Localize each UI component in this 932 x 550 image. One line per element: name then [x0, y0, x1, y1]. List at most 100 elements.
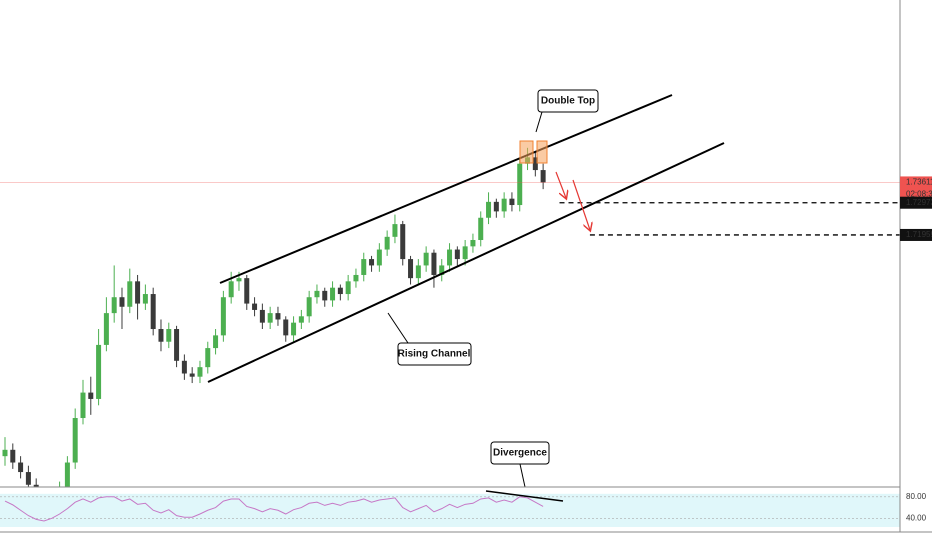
level-tag [900, 228, 932, 241]
callout-pointer [535, 111, 543, 133]
candle-body [236, 278, 242, 282]
countdown-label: 02:08:38 [906, 190, 932, 199]
candle-body [423, 252, 429, 266]
candle-body [111, 297, 117, 314]
candle-body [431, 252, 437, 275]
candle-body [10, 449, 16, 463]
candle-body [213, 335, 219, 349]
candle-body [298, 316, 304, 323]
level-label: 1.72973 [906, 198, 932, 207]
last-price-label: 1.73611 [906, 178, 932, 187]
candle-body [64, 462, 70, 487]
candle-body [314, 290, 320, 298]
candle-body [166, 329, 172, 342]
callout-box [397, 342, 472, 366]
level-tag [900, 196, 932, 209]
candle-body [181, 360, 187, 374]
candle-body [142, 294, 148, 304]
candle-body [189, 373, 195, 377]
arrow [555, 171, 566, 198]
candle-body [259, 309, 265, 323]
candle-body [275, 313, 281, 320]
candle-body [150, 294, 156, 330]
rsi-pane [0, 493, 900, 527]
candle-body [103, 313, 109, 345]
candle-body [267, 313, 273, 323]
candle-body [532, 157, 538, 171]
candle-body [493, 201, 499, 212]
candle-body [400, 224, 406, 260]
callout-box [490, 441, 550, 465]
candle-body [158, 329, 164, 342]
rsi-line [4, 496, 544, 522]
last-price-tag [900, 176, 932, 201]
candle-body [415, 265, 421, 279]
candle-body [205, 348, 211, 368]
callout-pointer [387, 312, 409, 344]
channel-upper [219, 94, 673, 284]
callout-pointer [519, 463, 526, 487]
candle-body [345, 281, 351, 295]
candle-body [454, 249, 460, 260]
candle-body [33, 484, 39, 487]
candle-body [96, 344, 102, 399]
candle-body [80, 392, 86, 419]
axes: 1.73611 02:08:381.72973 1.71959 80.00 40.00 [900, 176, 932, 522]
drawings: Double Top Rising Channel Divergence [207, 89, 725, 487]
divergence-line [485, 490, 564, 502]
candle-body [2, 449, 8, 457]
candle-body [291, 322, 297, 336]
candle-body [439, 265, 445, 275]
candle-body [252, 303, 258, 310]
candle-body [18, 462, 24, 473]
level-label: 1.71959 [906, 230, 932, 239]
candle-body [25, 472, 31, 485]
candle-body [486, 201, 492, 218]
candle-body [384, 236, 390, 250]
plot [0, 147, 900, 487]
channel-lower [207, 142, 725, 383]
candle-body [88, 392, 94, 399]
annotation: Divergence [493, 448, 547, 459]
candle-body [501, 198, 507, 212]
annotation: Double Top [541, 96, 595, 107]
callout-box [537, 89, 599, 113]
candle-body [509, 198, 515, 206]
candle-body [408, 259, 414, 279]
rsi-tick-label: 40.00 [906, 513, 927, 522]
candle-body [220, 297, 226, 336]
annotation: Rising Channel [398, 349, 471, 360]
candle-body [306, 297, 312, 317]
candle-body [361, 259, 367, 275]
candle-body [135, 281, 141, 304]
candle-body [517, 163, 523, 206]
rsi-tick-label: 80.00 [906, 492, 927, 501]
candle-body [462, 246, 468, 260]
candle-body [470, 240, 476, 247]
arrow [572, 179, 590, 230]
candle-body [119, 297, 125, 307]
candle-body [392, 224, 398, 237]
candle-body [540, 170, 546, 183]
candle-body [197, 367, 203, 377]
candle-body [353, 274, 359, 282]
candle-body [376, 249, 382, 266]
candle-body [478, 217, 484, 241]
top-box [519, 140, 534, 164]
candle-body [283, 319, 289, 336]
candle-body [127, 281, 133, 307]
candle-body [228, 281, 234, 298]
candle-body [174, 329, 180, 361]
candle-body [72, 418, 78, 463]
grid [559, 202, 900, 236]
candle-body [322, 290, 328, 301]
candle-body [369, 259, 375, 266]
rsi-band [0, 493, 900, 527]
top-box [536, 140, 548, 164]
candle-body [337, 287, 343, 295]
candle-body [447, 249, 453, 266]
candle-body [330, 287, 336, 301]
candle-body [244, 278, 250, 304]
